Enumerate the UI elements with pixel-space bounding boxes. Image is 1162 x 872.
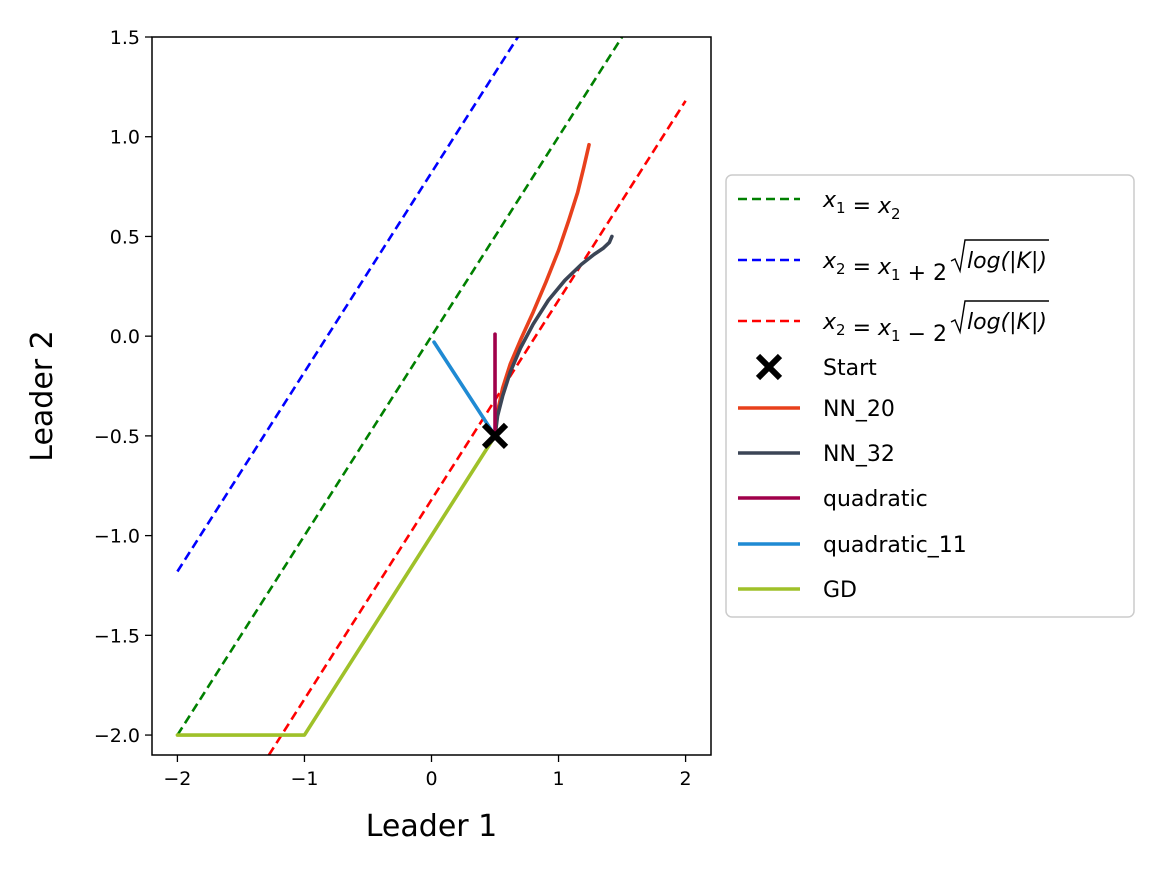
legend-item: quadratic — [738, 487, 928, 512]
legend-item: x2 = x1 − 2 log(|K|) — [738, 300, 1049, 347]
y-tick-label: −0.5 — [94, 426, 140, 448]
legend-label: quadratic — [823, 487, 928, 512]
y-tick-label: 1.0 — [110, 127, 140, 149]
legend-label: NN_20 — [823, 397, 895, 422]
legend-item: quadratic_11 — [738, 533, 967, 558]
y-tick-label: −1.0 — [94, 526, 140, 548]
y-tick-label: −1.5 — [94, 625, 140, 647]
series-line-x-x-2-log-k — [267, 100, 687, 755]
y-tick-label: 1.5 — [110, 27, 140, 49]
legend-label: Start — [823, 356, 877, 381]
x-axis-ticks: −2 −1 0 1 2 — [163, 755, 692, 790]
series-line-nn-32 — [493, 234, 614, 438]
legend-item: x1 = x2 — [738, 188, 901, 223]
y-tick-label: −2.0 — [94, 725, 140, 747]
x-tick-label: −2 — [163, 768, 191, 790]
legend-item: NN_20 — [738, 397, 895, 422]
legend: x1 = x2 x2 = x1 + 2 log(|K|) x2 = x1 − 2 log… — [725, 174, 1135, 618]
y-axis-title: Leader 2 — [25, 330, 60, 461]
series-line-quadratic-11 — [432, 340, 497, 438]
x-tick-label: 0 — [425, 768, 437, 790]
series-line-gd — [175, 434, 497, 737]
legend-item: Start — [755, 353, 877, 381]
legend-item: GD — [738, 578, 857, 603]
series-line-x-x — [176, 37, 624, 736]
x-tick-label: −1 — [290, 768, 318, 790]
legend-label-radicand: log(|K|) — [967, 310, 1047, 335]
legend-label: NN_32 — [823, 442, 895, 467]
legend-marker — [755, 353, 783, 381]
y-axis-ticks: −2.0 −1.5 −1.0 −0.5 0.0 0.5 1.0 1.5 — [94, 27, 152, 747]
series-line-nn-20 — [493, 142, 591, 438]
legend-label: quadratic_11 — [823, 533, 967, 558]
series-line-x-x-2-log-k — [176, 37, 519, 573]
legend-label: x2 = x1 − 2 — [822, 310, 947, 347]
sqrt-sign — [950, 239, 1049, 274]
y-tick-label: 0.0 — [110, 326, 140, 348]
start-marker — [481, 422, 509, 450]
legend-item: x2 = x1 + 2 log(|K|) — [738, 239, 1049, 286]
legend-item: NN_32 — [738, 442, 895, 467]
legend-label: x2 = x1 + 2 — [822, 249, 947, 286]
legend-label: GD — [823, 578, 857, 603]
legend-label-radicand: log(|K|) — [967, 249, 1047, 274]
y-tick-label: 0.5 — [110, 226, 140, 248]
legend-box — [725, 174, 1135, 618]
x-tick-label: 1 — [552, 768, 564, 790]
x-axis-title: Leader 1 — [366, 809, 497, 844]
legend-label: x1 = x2 — [822, 188, 901, 223]
x-tick-label: 2 — [680, 768, 692, 790]
plot-lines — [175, 37, 687, 755]
sqrt-sign — [950, 300, 1049, 335]
